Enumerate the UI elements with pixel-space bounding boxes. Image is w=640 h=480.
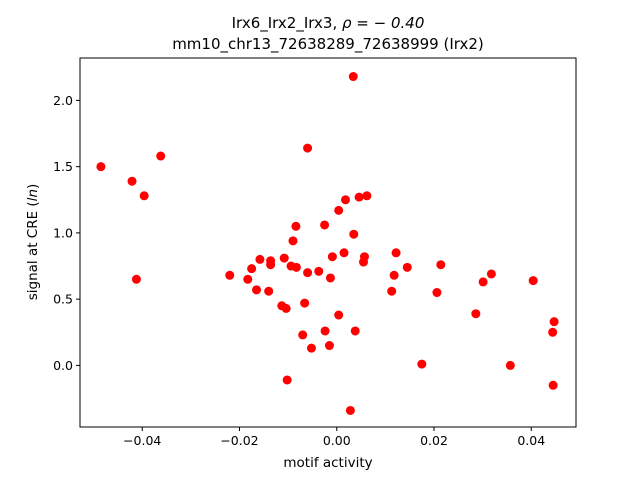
scatter-point: [548, 327, 558, 337]
scatter-point: [432, 288, 442, 298]
scatter-point: [127, 176, 137, 186]
y-tick-label: 1.5: [53, 159, 73, 174]
scatter-point: [549, 317, 559, 327]
chart-title-line1: Irx6_Irx2_Irx3, ρ = − 0.40: [232, 14, 425, 33]
scatter-point: [471, 309, 481, 319]
scatter-point: [320, 326, 330, 336]
scatter-point: [528, 276, 538, 286]
plot-area: [79, 57, 577, 428]
y-axis-ticks: 0.0 0.5 1.0 1.5 2.0: [53, 93, 80, 373]
scatter-point: [391, 248, 401, 258]
scatter-point: [300, 298, 310, 308]
scatter-point: [350, 326, 360, 336]
scatter-point: [282, 375, 292, 385]
chart-title-line2: mm10_chr13_72638289_72638999 (Irx2): [172, 35, 484, 54]
scatter-point: [266, 256, 276, 266]
y-tick-label: 1.0: [53, 225, 73, 240]
scatter-point: [131, 274, 141, 284]
scatter-point: [362, 191, 372, 201]
scatter-point: [288, 236, 298, 246]
scatter-point: [327, 252, 337, 262]
y-axis-label: signal at CRE (ln): [25, 184, 41, 301]
scatter-point: [389, 270, 399, 280]
scatter-point: [291, 221, 301, 231]
x-axis-label: motif activity: [283, 455, 372, 471]
scatter-point: [255, 254, 265, 264]
scatter-point: [243, 274, 253, 284]
scatter-point: [252, 285, 262, 295]
scatter-point: [303, 268, 313, 278]
scatter-point: [320, 220, 330, 230]
scatter-point: [334, 310, 344, 320]
scatter-point: [334, 205, 344, 215]
scatter-point: [341, 195, 351, 205]
scatter-point: [156, 151, 166, 161]
x-tick-label: −0.02: [220, 433, 258, 448]
y-tick-label: 0.0: [53, 358, 73, 373]
scatter-point: [402, 262, 412, 272]
x-tick-label: −0.04: [123, 433, 161, 448]
scatter-point: [359, 252, 369, 262]
scatter-point: [281, 303, 291, 313]
scatter-point: [96, 162, 106, 172]
scatter-point: [303, 143, 313, 153]
scatter-point: [387, 286, 397, 296]
scatter-point: [264, 286, 274, 296]
scatter-point: [139, 191, 149, 201]
scatter-point: [324, 341, 334, 351]
scatter-point: [339, 248, 349, 258]
x-tick-label: 0.00: [323, 433, 351, 448]
scatter-point: [478, 277, 488, 287]
scatter-point: [548, 380, 558, 390]
scatter-point: [505, 360, 515, 370]
x-axis-ticks: −0.04 −0.02 0.00 0.02 0.04: [123, 427, 545, 448]
scatter-point: [325, 273, 335, 283]
scatter-point: [417, 359, 427, 369]
y-tick-label: 2.0: [53, 93, 73, 108]
scatter-point: [349, 229, 359, 239]
scatter-point: [314, 266, 324, 276]
scatter-point: [247, 264, 257, 274]
y-tick-label: 0.5: [53, 292, 73, 307]
x-tick-label: 0.04: [517, 433, 545, 448]
scatter-point: [279, 253, 289, 263]
scatter-point: [348, 72, 358, 82]
scatter-point: [306, 343, 316, 353]
x-tick-label: 0.02: [420, 433, 448, 448]
scatter-point: [354, 192, 364, 202]
scatter-point: [345, 405, 355, 415]
scatter-point: [486, 269, 496, 279]
scatter-point: [298, 330, 308, 340]
data-points: [96, 72, 559, 415]
scatter-point: [291, 262, 301, 272]
scatter-point: [225, 270, 235, 280]
scatter-point: [436, 260, 446, 270]
